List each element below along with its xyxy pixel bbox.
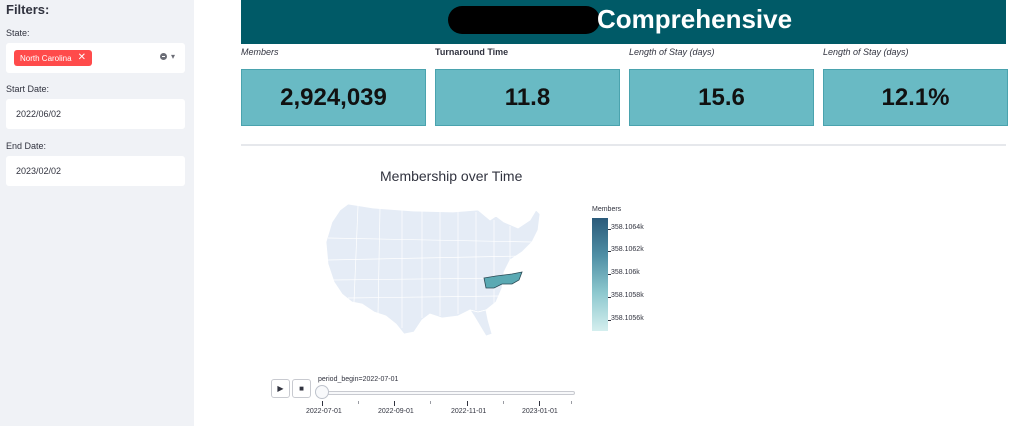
slider-tick	[394, 401, 395, 406]
state-chip[interactable]: North Carolina ✕	[14, 50, 92, 66]
colorbar-gradient	[592, 218, 608, 331]
end-date-input[interactable]: 2023/02/02	[6, 156, 185, 186]
frame-slider-handle[interactable]	[315, 385, 329, 399]
colorbar-tick: 358.106k	[608, 269, 640, 276]
state-label: State:	[6, 28, 30, 38]
slider-tick	[571, 401, 572, 404]
north-carolina-shape	[483, 271, 523, 289]
colorbar-title: Members	[592, 206, 622, 213]
state-chip-label: North Carolina	[20, 53, 72, 63]
chart-title: Membership over Time	[380, 168, 523, 184]
slider-tick	[467, 401, 468, 406]
slider-tick-label: 2023-01-01	[522, 408, 558, 415]
us-choropleth-map[interactable]	[318, 198, 548, 338]
page-title: Comprehensive	[597, 4, 793, 34]
colorbar-tick: 358.1056k	[608, 315, 644, 322]
start-date-input[interactable]: 2022/06/02	[6, 99, 185, 129]
filters-sidebar: Filters: State: North Carolina ✕ ▾ Start…	[0, 0, 194, 426]
kpi-label-length-of-stay-2: Length of Stay (days)	[823, 47, 909, 57]
slider-tick	[539, 401, 540, 406]
slider-tick-label: 2022-11-01	[451, 408, 487, 415]
florida-shape	[469, 309, 493, 337]
start-date-value: 2022/06/02	[16, 109, 62, 119]
chip-remove-icon[interactable]: ✕	[77, 52, 86, 63]
colorbar-tick: 358.1064k	[608, 224, 644, 231]
kpi-label-members: Members	[241, 47, 279, 57]
chevron-down-icon[interactable]: ▾	[170, 52, 175, 61]
end-date-value: 2023/02/02	[16, 166, 62, 176]
state-multiselect[interactable]: North Carolina ✕ ▾	[6, 43, 185, 73]
start-date-label: Start Date:	[6, 84, 50, 94]
kpi-label-turnaround: Turnaround Time	[435, 47, 509, 57]
colorbar-tick: 358.1058k	[608, 292, 644, 299]
redaction-block	[448, 6, 600, 34]
end-date-label: End Date:	[6, 141, 47, 151]
slider-tick	[358, 401, 359, 404]
filters-title: Filters:	[6, 2, 50, 17]
frame-slider-track[interactable]	[318, 391, 575, 395]
slider-tick	[322, 401, 323, 406]
kpi-card-length-of-stay-2: 12.1%	[823, 69, 1008, 126]
slider-tick	[503, 401, 504, 404]
us-land-shape	[325, 203, 541, 335]
kpi-card-length-of-stay: 15.6	[629, 69, 814, 126]
slider-current-label: period_begin=2022-07-01	[318, 376, 399, 383]
kpi-label-length-of-stay: Length of Stay (days)	[629, 47, 715, 57]
slider-tick	[430, 401, 431, 404]
slider-tick-label: 2022-09-01	[378, 408, 414, 415]
stop-button[interactable]: ■	[292, 379, 311, 398]
slider-tick-label: 2022-07-01	[306, 408, 342, 415]
header-banner	[241, 0, 1006, 44]
play-button[interactable]: ▶	[271, 379, 290, 398]
section-divider	[241, 144, 1006, 146]
kpi-card-members: 2,924,039	[241, 69, 426, 126]
kpi-card-turnaround: 11.8	[435, 69, 620, 126]
colorbar-tick: 358.1062k	[608, 246, 644, 253]
clear-selection-icon[interactable]	[159, 53, 167, 60]
